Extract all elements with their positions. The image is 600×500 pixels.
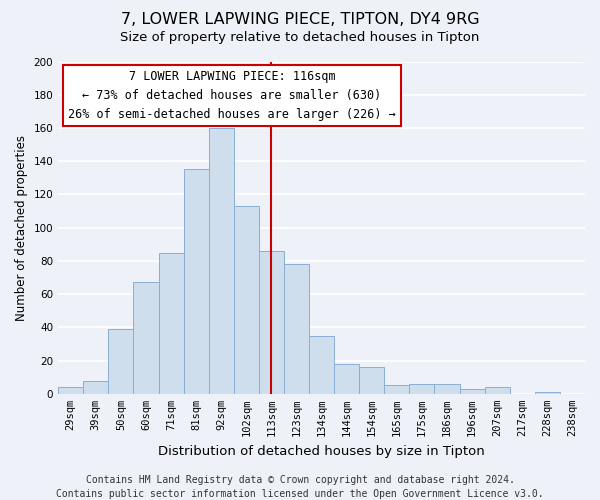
X-axis label: Distribution of detached houses by size in Tipton: Distribution of detached houses by size …: [158, 444, 485, 458]
Bar: [158, 252, 184, 394]
Bar: [209, 128, 234, 394]
Bar: [83, 380, 109, 394]
Y-axis label: Number of detached properties: Number of detached properties: [15, 134, 28, 320]
Bar: [434, 384, 460, 394]
Text: 7, LOWER LAPWING PIECE, TIPTON, DY4 9RG: 7, LOWER LAPWING PIECE, TIPTON, DY4 9RG: [121, 12, 479, 28]
Bar: [334, 364, 359, 394]
Bar: [385, 386, 409, 394]
Text: 7 LOWER LAPWING PIECE: 116sqm
← 73% of detached houses are smaller (630)
26% of : 7 LOWER LAPWING PIECE: 116sqm ← 73% of d…: [68, 70, 396, 121]
Bar: [359, 367, 385, 394]
Bar: [109, 329, 133, 394]
Bar: [309, 336, 334, 394]
Bar: [485, 387, 510, 394]
Bar: [259, 251, 284, 394]
Bar: [184, 170, 209, 394]
Bar: [58, 387, 83, 394]
Bar: [234, 206, 259, 394]
Text: Contains HM Land Registry data © Crown copyright and database right 2024.
Contai: Contains HM Land Registry data © Crown c…: [56, 475, 544, 499]
Text: Size of property relative to detached houses in Tipton: Size of property relative to detached ho…: [121, 31, 479, 44]
Bar: [284, 264, 309, 394]
Bar: [409, 384, 434, 394]
Bar: [535, 392, 560, 394]
Bar: [133, 282, 158, 394]
Bar: [460, 389, 485, 394]
